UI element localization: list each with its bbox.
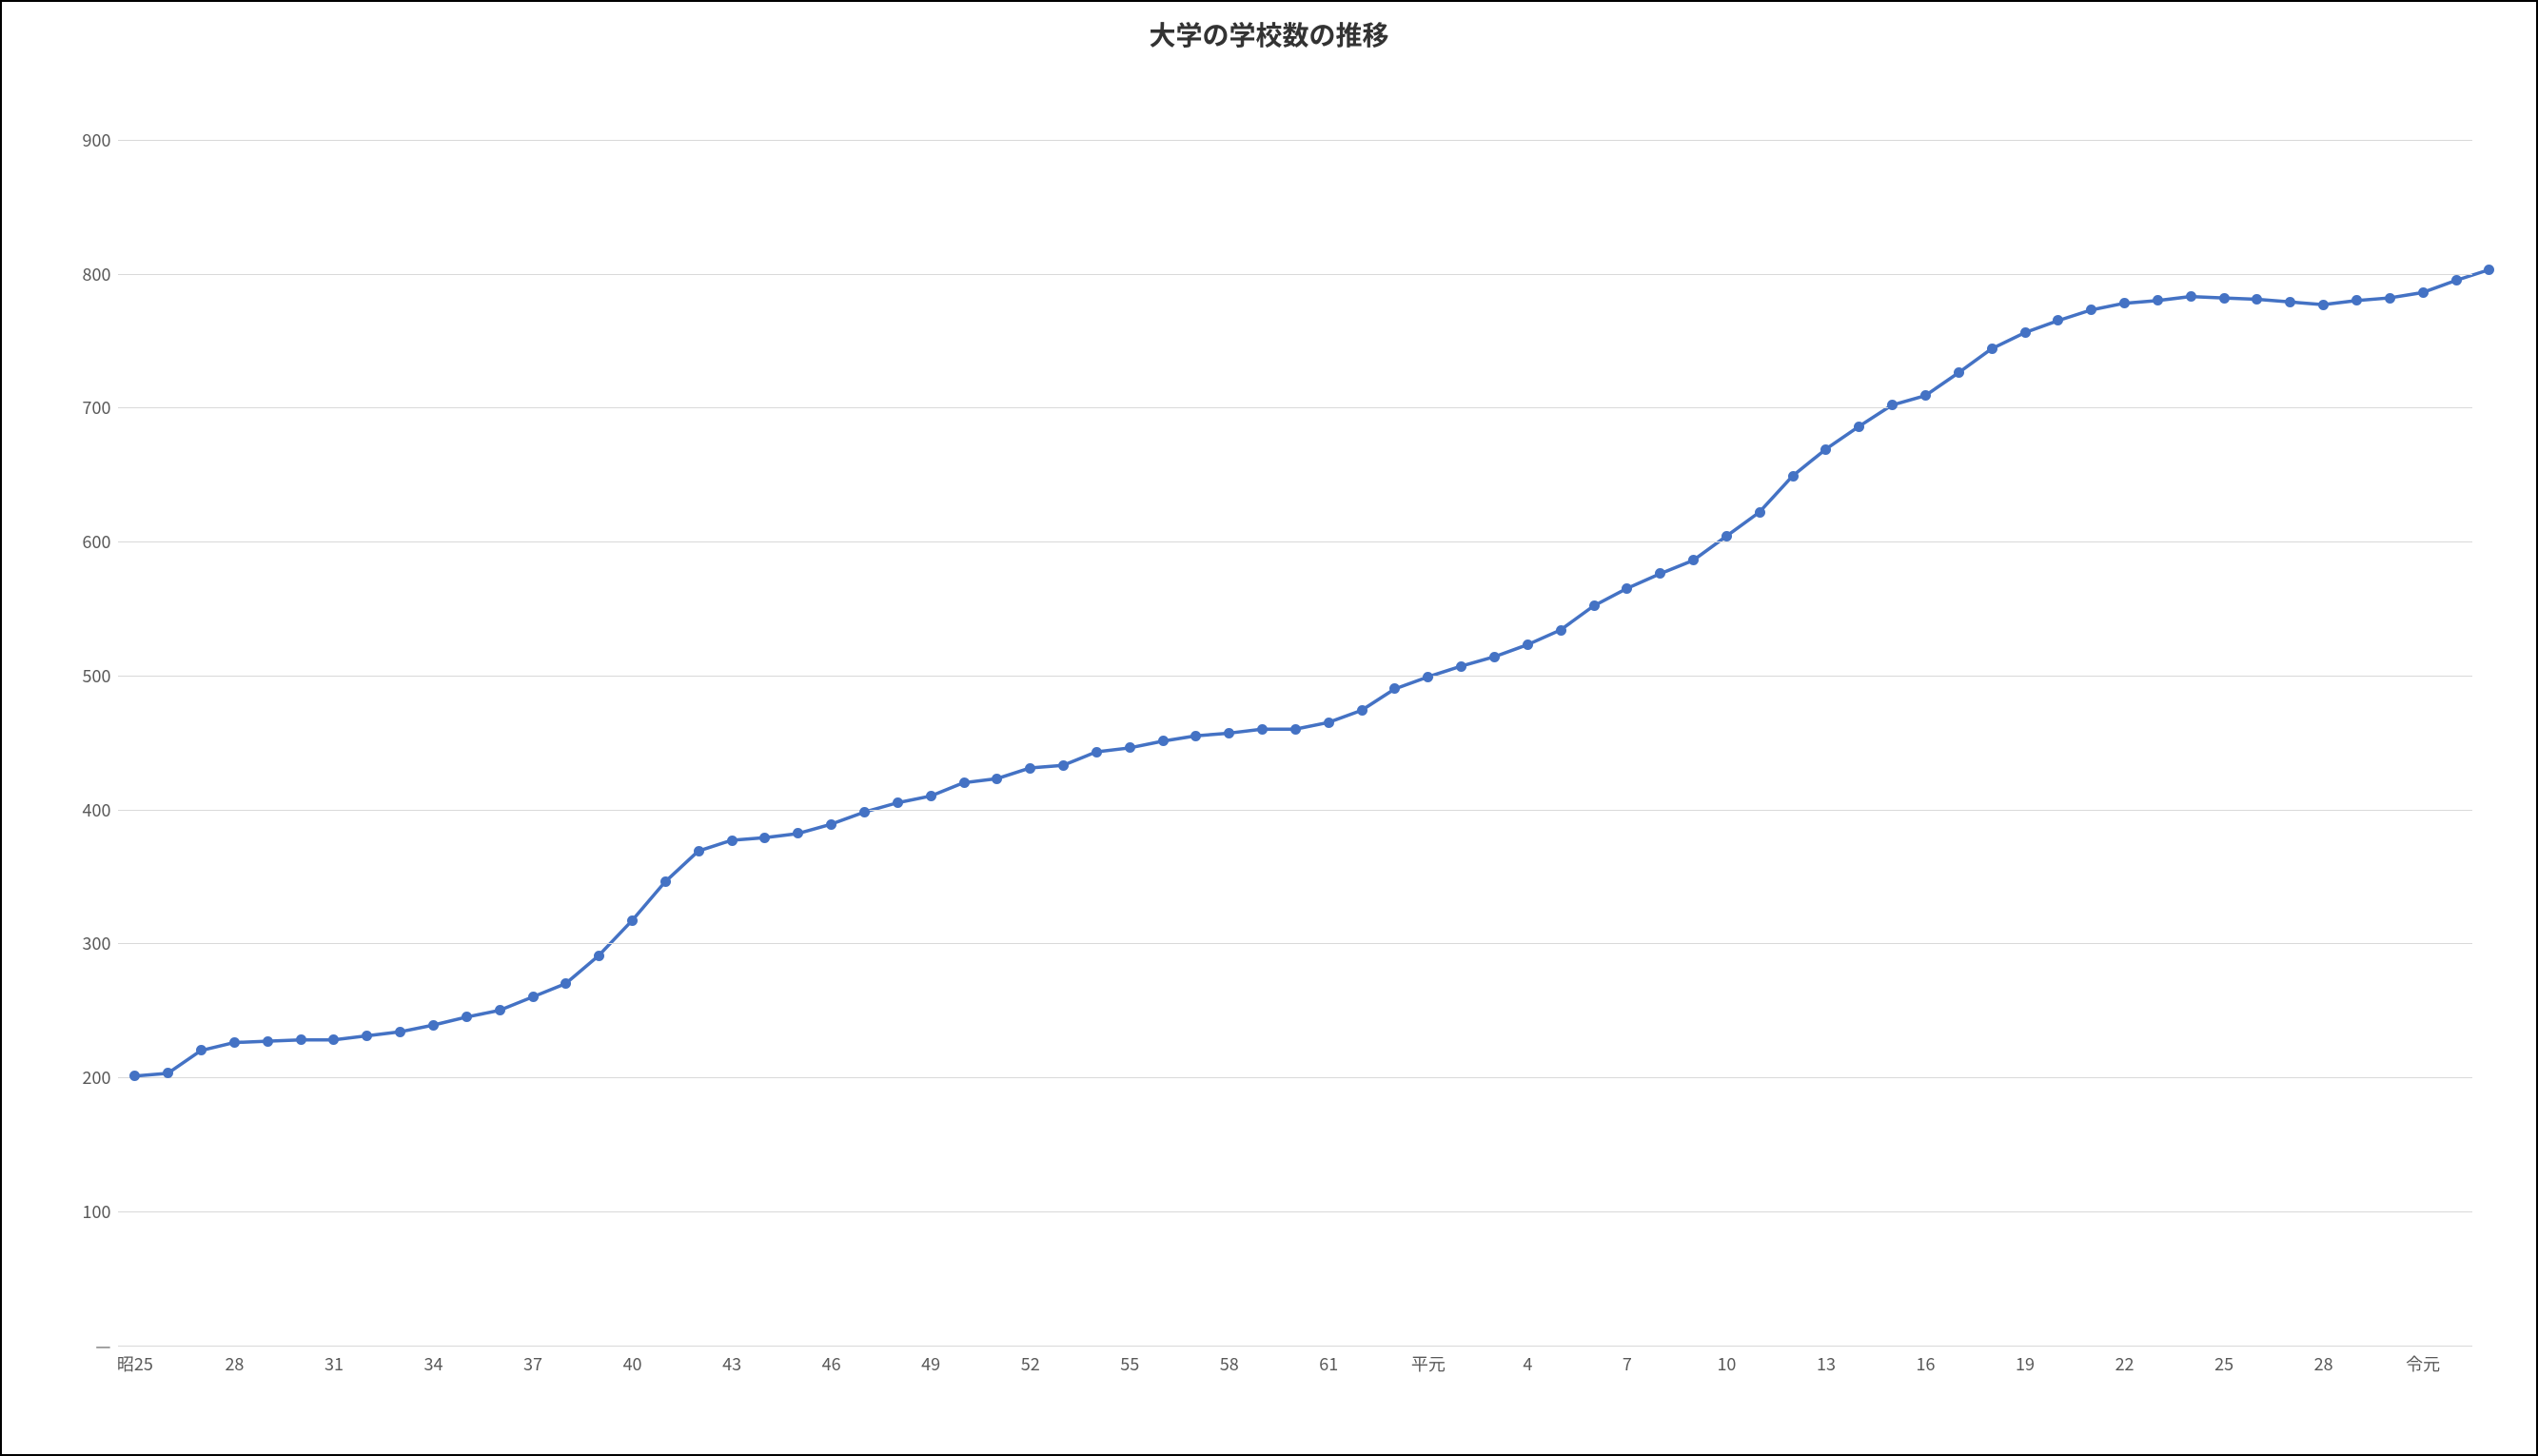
y-tick-label: 600 (83, 529, 119, 554)
x-tick-label: 28 (2314, 1351, 2333, 1376)
gridline (118, 274, 2472, 275)
gridline (118, 407, 2472, 408)
gridline (118, 541, 2472, 542)
x-tick-label: 31 (325, 1351, 344, 1376)
gridline (118, 140, 2472, 141)
line-series (118, 140, 2472, 1346)
x-tick-label: 令元 (2406, 1351, 2440, 1376)
x-tick-label: 43 (722, 1351, 741, 1376)
x-tick-label: 58 (1220, 1351, 1239, 1376)
x-axis-labels: 昭25 28 31 34 37 40 43 46 49 52 55 58 61 平元 4 7 10 13 16 19 2… (118, 1346, 2472, 1384)
chart-frame: 大学の学校数の推移 昭25 28 31 34 37 40 43 46 49 52 55 58 61 平元 4… (0, 0, 2538, 1456)
x-tick-label: 4 (1523, 1351, 1532, 1376)
plot-area: 昭25283134374043464952555861平元47101316192… (118, 140, 2472, 1346)
gridline (118, 810, 2472, 811)
y-tick-label: 300 (83, 931, 119, 955)
x-tick-label: 49 (921, 1351, 940, 1376)
series-line (135, 269, 2489, 1075)
x-tick-label: 55 (1120, 1351, 1139, 1376)
x-tick-label: 34 (424, 1351, 443, 1376)
y-tick-label: 200 (83, 1065, 119, 1090)
x-tick-label: 46 (822, 1351, 841, 1376)
x-tick-label: 昭25 (117, 1351, 153, 1376)
y-tick-label: 800 (83, 262, 119, 286)
x-tick-label: 28 (225, 1351, 244, 1376)
y-tick-label: 700 (83, 395, 119, 420)
chart-title: 大学の学校数の推移 (2, 15, 2536, 53)
y-tick-label: 500 (83, 663, 119, 688)
x-tick-label: 10 (1717, 1351, 1736, 1376)
x-tick-label: 19 (2016, 1351, 2035, 1376)
y-tick-label: — (95, 1333, 118, 1358)
gridline (118, 676, 2472, 677)
x-tick-label: 22 (2115, 1351, 2135, 1376)
gridline (118, 1211, 2472, 1212)
x-tick-label: 16 (1917, 1351, 1936, 1376)
y-tick-label: 400 (83, 797, 119, 822)
x-tick-label: 7 (1623, 1351, 1632, 1376)
gridline (118, 1077, 2472, 1078)
x-tick-label: 37 (523, 1351, 542, 1376)
x-tick-label: 13 (1817, 1351, 1836, 1376)
x-tick-label: 25 (2214, 1351, 2233, 1376)
x-tick-label: 40 (623, 1351, 642, 1376)
gridline (118, 1346, 2472, 1347)
x-tick-label: 平元 (1411, 1351, 1446, 1376)
gridline (118, 943, 2472, 944)
x-tick-label: 52 (1021, 1351, 1040, 1376)
x-tick-label: 61 (1319, 1351, 1338, 1376)
y-tick-label: 100 (83, 1199, 119, 1224)
y-tick-label: 900 (83, 128, 119, 152)
